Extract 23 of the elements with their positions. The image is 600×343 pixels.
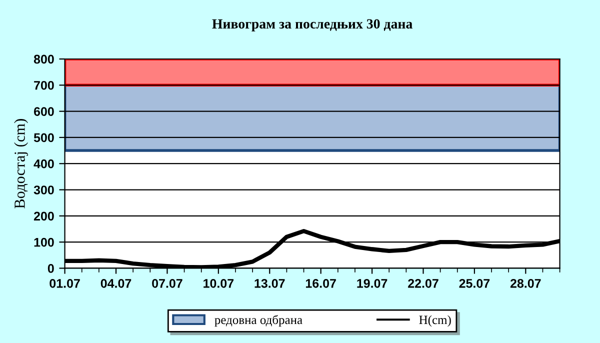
y-axis-title: Водостај (cm) — [14, 119, 28, 208]
y-tick-label: 600 — [34, 107, 54, 116]
x-tick-label: 01.07 — [50, 278, 80, 288]
x-tick-label: 10.07 — [204, 278, 234, 288]
x-tick-label: 25.07 — [459, 278, 490, 288]
legend-label: редовна одбрана — [214, 315, 302, 327]
y-tick-label: 0 — [48, 264, 54, 273]
x-tick-label: 22.07 — [408, 278, 438, 288]
x-tick-label: 16.07 — [306, 278, 336, 288]
chart-title: Нивограм за последњих 30 дана — [212, 19, 412, 32]
legend-label: H(cm) — [419, 315, 451, 327]
y-tick-label: 200 — [34, 212, 54, 221]
x-tick-label: 19.07 — [357, 278, 388, 288]
y-tick-label: 500 — [34, 133, 54, 142]
y-tick-label: 700 — [34, 80, 54, 90]
y-tick-label: 800 — [34, 54, 54, 64]
x-tick-label: 13.07 — [254, 278, 285, 288]
y-tick-label: 100 — [34, 238, 54, 247]
x-tick-label: 07.07 — [152, 278, 182, 288]
y-tick-label: 400 — [34, 159, 54, 168]
x-tick-label: 04.07 — [100, 278, 132, 288]
x-tick-label: 28.07 — [510, 278, 541, 288]
y-tick-label: 300 — [34, 186, 54, 194]
